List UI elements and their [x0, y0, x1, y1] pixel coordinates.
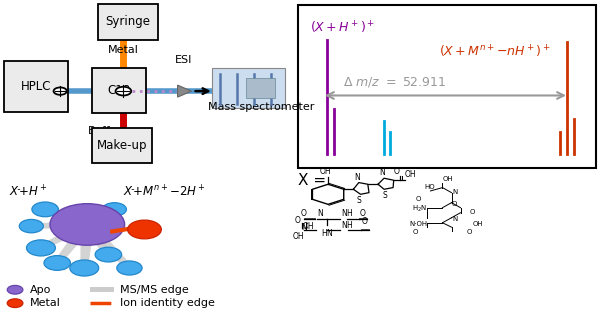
Circle shape: [50, 204, 125, 245]
Circle shape: [26, 240, 55, 256]
Text: O: O: [413, 229, 418, 236]
Text: O: O: [452, 201, 457, 207]
Polygon shape: [80, 224, 94, 268]
Text: O: O: [360, 209, 366, 218]
Text: N: N: [354, 173, 360, 182]
Text: N: N: [452, 216, 457, 222]
Text: Syringe: Syringe: [105, 15, 150, 28]
Text: O: O: [394, 166, 400, 176]
Polygon shape: [54, 223, 93, 264]
FancyBboxPatch shape: [98, 4, 158, 40]
Circle shape: [70, 260, 99, 276]
Text: MS/MS edge: MS/MS edge: [120, 285, 189, 295]
Text: $X^{\bar{}}$$+H^+$: $X^{\bar{}}$$+H^+$: [9, 184, 48, 199]
Circle shape: [95, 247, 122, 262]
Polygon shape: [43, 207, 91, 228]
Circle shape: [54, 87, 67, 95]
Text: Buffer: Buffer: [88, 126, 122, 136]
Circle shape: [32, 202, 58, 217]
Polygon shape: [31, 220, 88, 228]
Text: HPLC: HPLC: [21, 80, 51, 93]
Text: HO: HO: [424, 184, 435, 190]
Circle shape: [7, 299, 23, 308]
FancyBboxPatch shape: [212, 68, 285, 108]
Text: S: S: [383, 191, 388, 200]
FancyBboxPatch shape: [4, 61, 68, 112]
Text: OH: OH: [292, 232, 304, 241]
Text: O: O: [295, 216, 301, 225]
Text: $X^{\bar{}}$$+M^{n+}$$-2H^+$: $X^{\bar{}}$$+M^{n+}$$-2H^+$: [123, 184, 206, 199]
Text: OH: OH: [473, 221, 483, 227]
Circle shape: [102, 203, 126, 216]
Polygon shape: [39, 221, 92, 250]
Circle shape: [19, 219, 43, 233]
Text: OH: OH: [319, 167, 331, 176]
Text: Apo: Apo: [29, 285, 51, 295]
Polygon shape: [178, 85, 191, 97]
FancyBboxPatch shape: [92, 68, 146, 113]
Text: N: N: [301, 223, 307, 232]
Text: OH: OH: [442, 176, 453, 182]
Text: O: O: [416, 196, 421, 202]
FancyBboxPatch shape: [298, 5, 596, 168]
Text: OH: OH: [303, 222, 315, 231]
Text: Mass spectrometer: Mass spectrometer: [208, 102, 314, 112]
Circle shape: [128, 220, 161, 239]
Text: O: O: [361, 217, 367, 226]
Polygon shape: [81, 223, 112, 256]
Text: Make-up: Make-up: [97, 139, 147, 152]
Text: N: N: [452, 189, 457, 195]
Circle shape: [117, 261, 142, 275]
Polygon shape: [81, 222, 133, 269]
Circle shape: [116, 87, 131, 95]
Text: $(X+H^+)^+$: $(X+H^+)^+$: [310, 20, 375, 37]
Text: $\Delta\ \mathit{m/z}\ =\ 52.911$: $\Delta\ \mathit{m/z}\ =\ 52.911$: [343, 75, 446, 89]
Text: N: N: [379, 168, 385, 177]
Text: N·OH: N·OH: [409, 221, 427, 227]
Text: $\sf{HN}$: $\sf{HN}$: [320, 227, 334, 238]
Text: O: O: [301, 209, 307, 218]
Text: $\sf{N}$: $\sf{N}$: [317, 207, 324, 218]
Text: C18: C18: [107, 84, 131, 97]
Text: ESI: ESI: [175, 55, 192, 65]
FancyBboxPatch shape: [92, 128, 152, 163]
Polygon shape: [82, 208, 117, 227]
Text: X =: X =: [298, 174, 326, 188]
Text: O: O: [470, 209, 475, 215]
FancyBboxPatch shape: [246, 78, 275, 98]
Text: O: O: [467, 229, 472, 236]
Text: S: S: [356, 196, 361, 205]
Text: Metal: Metal: [29, 298, 60, 308]
Text: OH: OH: [405, 170, 416, 179]
Text: $\sf{H_2N}$: $\sf{H_2N}$: [412, 204, 427, 214]
Text: $\sf{NH}$: $\sf{NH}$: [341, 219, 354, 230]
Circle shape: [44, 256, 70, 270]
Text: Metal: Metal: [108, 45, 139, 55]
Text: $\sf{NH}$: $\sf{NH}$: [341, 207, 354, 218]
Text: $(X + M^{n+}$$-$$nH^+)^+$: $(X + M^{n+}$$-$$nH^+)^+$: [439, 44, 551, 60]
FancyBboxPatch shape: [90, 287, 114, 292]
Text: Ion identity edge: Ion identity edge: [120, 298, 216, 308]
Circle shape: [7, 285, 23, 294]
